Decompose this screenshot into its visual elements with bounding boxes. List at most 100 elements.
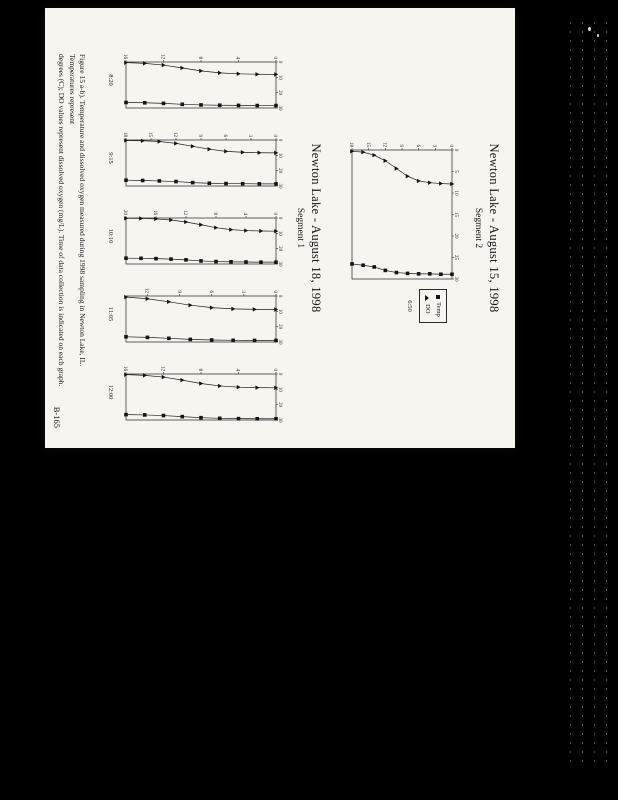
- svg-text:10: 10: [277, 231, 282, 237]
- svg-text:9: 9: [197, 135, 202, 138]
- svg-text:15: 15: [453, 212, 458, 218]
- svg-text:0: 0: [277, 217, 282, 220]
- profile-chart-station-2: 0 10 20 30 0 3 6 9 12 15 18 9:15: [107, 126, 287, 190]
- svg-text:0: 0: [272, 57, 277, 60]
- svg-text:10: 10: [277, 75, 282, 81]
- svg-text:15: 15: [147, 132, 152, 138]
- svg-text:6: 6: [415, 145, 420, 148]
- svg-text:8: 8: [197, 369, 202, 372]
- section-aug18: Newton Lake - August 18, 1998 Segment 1 …: [107, 8, 323, 448]
- svg-text:20: 20: [277, 246, 282, 252]
- scan-artifact-line: [582, 22, 583, 762]
- svg-text:4: 4: [235, 369, 240, 372]
- chart-time-label: 11:05: [107, 306, 114, 322]
- svg-text:4: 4: [242, 213, 247, 216]
- svg-text:30: 30: [277, 184, 282, 190]
- svg-text:30: 30: [277, 340, 282, 346]
- svg-text:12: 12: [182, 210, 187, 216]
- svg-text:30: 30: [453, 277, 458, 283]
- scan-artifact-speck: [588, 27, 591, 31]
- svg-text:0: 0: [277, 139, 282, 142]
- chart-legend: Temp DO: [418, 289, 447, 323]
- svg-text:3: 3: [247, 135, 252, 138]
- svg-text:0: 0: [272, 291, 277, 294]
- scanned-page: Newton Lake - August 15, 1998 Segment 2 …: [45, 8, 515, 448]
- svg-text:30: 30: [277, 106, 282, 112]
- figure-caption-line-1: Figure 15 a-b). Temperature and dissolve…: [68, 54, 88, 367]
- svg-text:30: 30: [277, 262, 282, 268]
- svg-text:9: 9: [398, 145, 403, 148]
- svg-text:16: 16: [122, 366, 127, 372]
- svg-text:20: 20: [453, 234, 458, 240]
- chart-plot: 0 10 20 30 0 3 6 9 12 15 18: [122, 132, 282, 190]
- svg-text:20: 20: [122, 210, 127, 216]
- figure-caption: Figure 15 a-b). Temperature and dissolve…: [56, 54, 88, 390]
- scan-artifact-speck: [597, 34, 599, 37]
- svg-text:15: 15: [365, 142, 370, 148]
- svg-text:10: 10: [277, 153, 282, 159]
- legend-label-do: DO: [423, 304, 431, 314]
- chart-time-label: 12:00: [107, 384, 114, 400]
- svg-text:3: 3: [432, 145, 437, 148]
- chart-time-label: 9:15: [107, 152, 114, 164]
- figure-caption-line-2: degrees (C); DO values represent dissolv…: [57, 54, 67, 387]
- chart-time-label: 6:50: [405, 300, 413, 312]
- svg-text:0: 0: [448, 145, 453, 148]
- chart-time-label: 10:10: [107, 228, 114, 244]
- profile-chart-station-4: 0 10 20 30 0 3 6 9 12 11:05: [107, 282, 287, 346]
- chart-plot: 0 10 20 30 0 4 8 12 16 20: [122, 210, 282, 268]
- section-title-aug15: Newton Lake - August 15, 1998: [487, 143, 501, 313]
- chart-plot: 0 10 20 30 0 4 8 12 16: [122, 54, 282, 112]
- svg-text:18: 18: [122, 132, 127, 138]
- svg-text:6: 6: [222, 135, 227, 138]
- legend-label-temp: Temp: [435, 302, 442, 317]
- svg-text:12: 12: [382, 142, 387, 148]
- section-aug15: Newton Lake - August 15, 1998 Segment 2 …: [345, 8, 515, 448]
- temp-marker-icon: [436, 295, 441, 300]
- chart-plot: 0 10 20 30 0 3 6 9 12: [124, 288, 282, 346]
- scan-artifact-line: [594, 22, 595, 762]
- svg-text:20: 20: [277, 324, 282, 330]
- svg-text:30: 30: [277, 418, 282, 424]
- svg-text:9: 9: [176, 291, 181, 294]
- svg-text:12: 12: [160, 366, 165, 372]
- scan-artifact-line: [606, 22, 607, 762]
- svg-text:16: 16: [122, 54, 127, 60]
- svg-text:12: 12: [144, 288, 149, 294]
- svg-text:0: 0: [272, 369, 277, 372]
- segment-label-1: Segment 1: [295, 207, 305, 249]
- svg-text:8: 8: [212, 213, 217, 216]
- svg-text:25: 25: [453, 255, 458, 261]
- svg-text:10: 10: [277, 309, 282, 315]
- profile-chart-station-3: 0 10 20 30 0 4 8 12 16 20 10:10: [107, 204, 287, 268]
- segment-label-2: Segment 2: [473, 207, 483, 249]
- svg-text:10: 10: [277, 387, 282, 393]
- chart-plot: 0 5 10 15 20 25 30 0 3 6 9 12 15 18: [348, 142, 458, 283]
- svg-text:0: 0: [277, 295, 282, 298]
- svg-text:16: 16: [152, 210, 157, 216]
- page-number: B-165: [52, 406, 62, 428]
- svg-text:6: 6: [208, 291, 213, 294]
- svg-text:0: 0: [277, 373, 282, 376]
- svg-text:8: 8: [197, 57, 202, 60]
- svg-text:10: 10: [453, 191, 458, 197]
- svg-text:5: 5: [453, 170, 458, 173]
- profile-chart-station-5: 0 10 20 30 0 4 8 12 16 12:00: [107, 360, 287, 424]
- svg-text:18: 18: [348, 142, 353, 148]
- svg-text:0: 0: [277, 61, 282, 64]
- svg-text:12: 12: [160, 54, 165, 60]
- profile-chart-station-1: 0 10 20 30 0 4 8 12 16 8:20: [107, 48, 287, 112]
- do-marker-icon: [425, 295, 430, 302]
- svg-text:12: 12: [172, 132, 177, 138]
- scan-artifact-line: [570, 22, 571, 762]
- svg-text:20: 20: [277, 168, 282, 174]
- chart-plot: 0 10 20 30 0 4 8 12 16: [122, 366, 282, 424]
- profile-chart-aug15-seg2: 0 5 10 15 20 25 30 0 3 6 9 12 15 18 Temp DO: [345, 133, 463, 323]
- svg-text:0: 0: [272, 213, 277, 216]
- section-title-aug18: Newton Lake - August 18, 1998: [309, 143, 323, 313]
- svg-text:0: 0: [453, 149, 458, 152]
- svg-text:0: 0: [272, 135, 277, 138]
- chart-time-label: 8:20: [107, 74, 114, 86]
- svg-text:20: 20: [277, 402, 282, 408]
